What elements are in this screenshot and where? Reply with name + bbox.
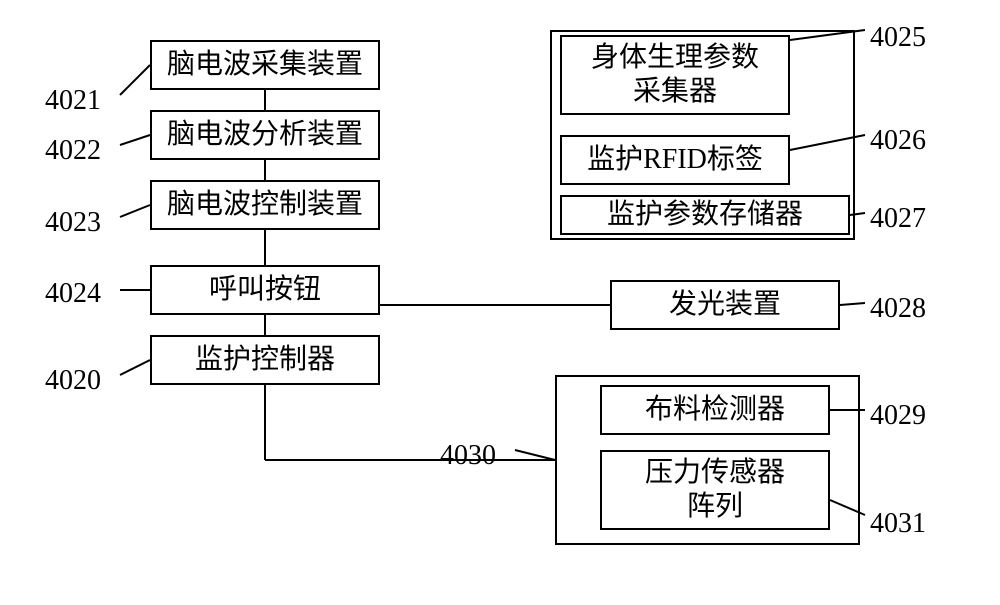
node-n4021: 脑电波采集装置	[150, 40, 380, 90]
node-label: 监护参数存储器	[607, 198, 803, 232]
node-n4028: 发光装置	[610, 280, 840, 330]
node-label: 监护控制器	[195, 343, 335, 377]
node-label: 布料检测器	[645, 393, 785, 427]
ref-label-4022: 4022	[45, 135, 101, 167]
node-n4024: 呼叫按钮	[150, 265, 380, 315]
node-label: 监护RFID标签	[587, 143, 763, 177]
ref-label-4027: 4027	[870, 203, 926, 235]
node-n4025: 身体生理参数采集器	[560, 35, 790, 115]
node-n4027: 监护参数存储器	[560, 195, 850, 235]
diagram-canvas: 脑电波采集装置脑电波分析装置脑电波控制装置呼叫按钮监护控制器 身体生理参数采集器监…	[0, 0, 1000, 605]
ref-label-4026: 4026	[870, 125, 926, 157]
ref-label-4020: 4020	[45, 365, 101, 397]
ref-label-4028: 4028	[870, 293, 926, 325]
ref-label-4021: 4021	[45, 85, 101, 117]
ref-label-4030: 4030	[440, 440, 496, 472]
node-label: 压力传感器阵列	[645, 456, 785, 523]
ref-label-4025: 4025	[870, 22, 926, 54]
node-label: 发光装置	[669, 288, 781, 322]
node-n4022: 脑电波分析装置	[150, 110, 380, 160]
node-label: 脑电波采集装置	[167, 48, 363, 82]
ref-label-4024: 4024	[45, 278, 101, 310]
ref-label-4031: 4031	[870, 508, 926, 540]
ref-label-4023: 4023	[45, 207, 101, 239]
node-label: 呼叫按钮	[209, 273, 321, 307]
ref-label-4029: 4029	[870, 400, 926, 432]
node-n4020: 监护控制器	[150, 335, 380, 385]
node-label: 脑电波分析装置	[167, 118, 363, 152]
node-n4023: 脑电波控制装置	[150, 180, 380, 230]
node-label: 脑电波控制装置	[167, 188, 363, 222]
node-n4026: 监护RFID标签	[560, 135, 790, 185]
node-n4029: 布料检测器	[600, 385, 830, 435]
node-n4031: 压力传感器阵列	[600, 450, 830, 530]
node-label: 身体生理参数采集器	[591, 41, 759, 108]
